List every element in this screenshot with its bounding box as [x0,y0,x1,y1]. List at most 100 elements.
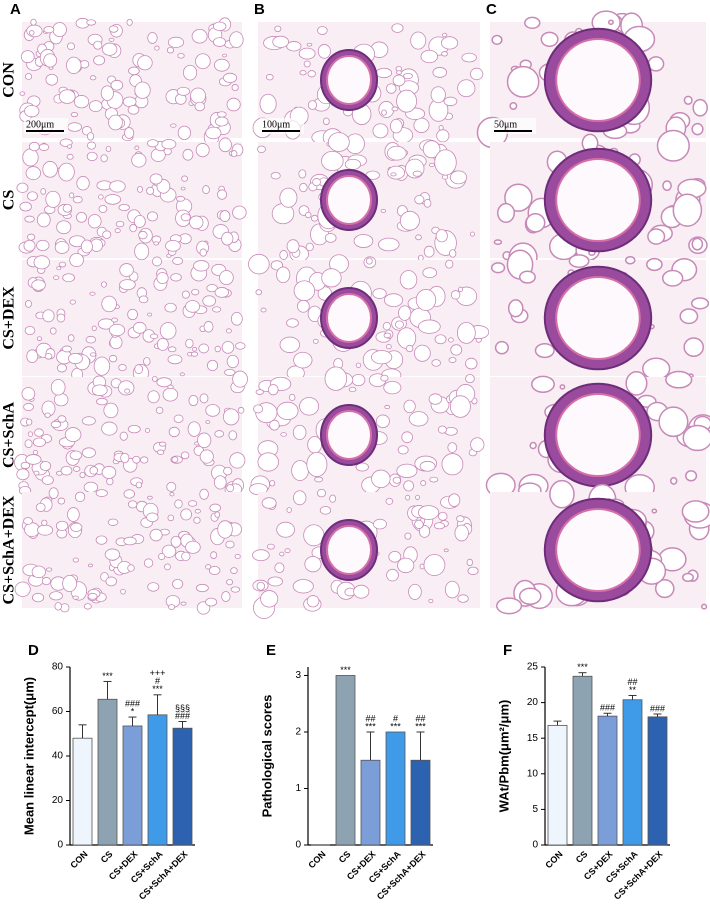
alveolus [669,476,678,485]
row-label: CS+SchA [1,402,18,468]
alveolus [173,414,184,423]
alveolus [19,201,32,212]
alveolus [495,597,523,615]
alveolus [222,53,227,58]
alveolus [229,452,246,469]
alveolus [182,148,194,161]
alveolus [36,336,43,341]
alveolus [111,317,118,323]
alveolus [190,87,206,104]
alveolus [401,431,413,444]
alveolus [396,327,417,349]
alveolus [123,489,136,499]
alveolus [417,505,440,520]
alveolus [180,451,190,460]
alveolus [662,180,672,192]
alveolus [388,550,402,563]
alveolus [50,379,66,396]
alveolus [98,204,108,213]
alveolus [221,231,234,246]
alveolus [167,346,177,353]
alveolus [683,337,705,357]
alveolus [114,228,121,234]
alveolus [234,553,241,559]
alveolus [274,562,285,574]
alveolus [430,86,446,104]
alveolus [355,462,369,472]
alveolus [103,402,119,419]
alveolus [448,337,454,343]
alveolus [161,544,177,558]
alveolus [403,480,414,492]
alveolus [45,190,61,208]
alveolus [692,98,708,117]
alveolus [210,551,218,559]
alveolus [181,290,190,299]
alveolus [226,354,239,369]
alveolus [81,416,96,426]
alveolus [419,563,425,570]
alveolus [490,262,506,274]
alveolus [225,540,235,549]
alveolus [235,342,246,350]
alveolus [151,256,163,267]
alveolus [168,604,176,611]
alveolus [457,594,469,603]
alveolus [441,453,464,476]
airway-lumen [326,293,372,343]
alveolus [293,351,313,369]
y-axis-label: WAt/Pbm(μm²/μm) [496,700,511,813]
row-label: CS+SchA+DEX [1,495,18,604]
alveolus [24,73,33,80]
alveolus [292,424,307,441]
alveolus [420,480,427,486]
alveolus [399,210,420,231]
alveolus [422,140,441,159]
alveolus [158,441,167,447]
alveolus [651,508,658,514]
alveolus [76,176,90,191]
bar [597,715,618,846]
alveolus [185,300,201,313]
alveolus [33,470,40,476]
alveolus [429,162,435,168]
alveolus [297,299,310,313]
alveolus [205,126,222,140]
alveolus [276,266,291,284]
alveolus [415,289,437,312]
alveolus [143,357,151,366]
alveolus [690,297,710,310]
significance-mark: *** [365,721,376,731]
y-axis-label: Mean linear intercept(μm) [21,677,36,835]
alveolus [194,101,206,112]
alveolus [394,320,404,329]
alveolus [202,185,210,195]
scale-bar-label: 50μm [494,119,517,130]
alveolus [102,230,112,239]
y-tick-label: 0 [295,840,301,851]
y-tick-label: 0 [532,840,538,851]
alveolus [96,397,108,406]
alveolus [414,194,425,205]
alveolus [189,215,204,230]
bar [622,699,643,846]
alveolus [404,532,412,540]
bar [172,727,193,846]
alveolus [107,518,119,526]
alveolus [534,342,555,359]
alveolus [135,481,143,489]
alveolus [225,328,232,334]
alveolus [170,273,182,282]
alveolus [265,74,274,81]
bar [647,716,668,846]
alveolus [24,215,35,223]
alveolus [217,520,233,539]
alveolus [428,393,443,405]
alveolus [104,548,121,561]
alveolus [169,492,175,497]
alveolus [42,309,55,323]
alveolus [307,70,316,78]
alveolus [288,393,296,402]
bar [410,759,431,846]
alveolus [167,354,183,365]
